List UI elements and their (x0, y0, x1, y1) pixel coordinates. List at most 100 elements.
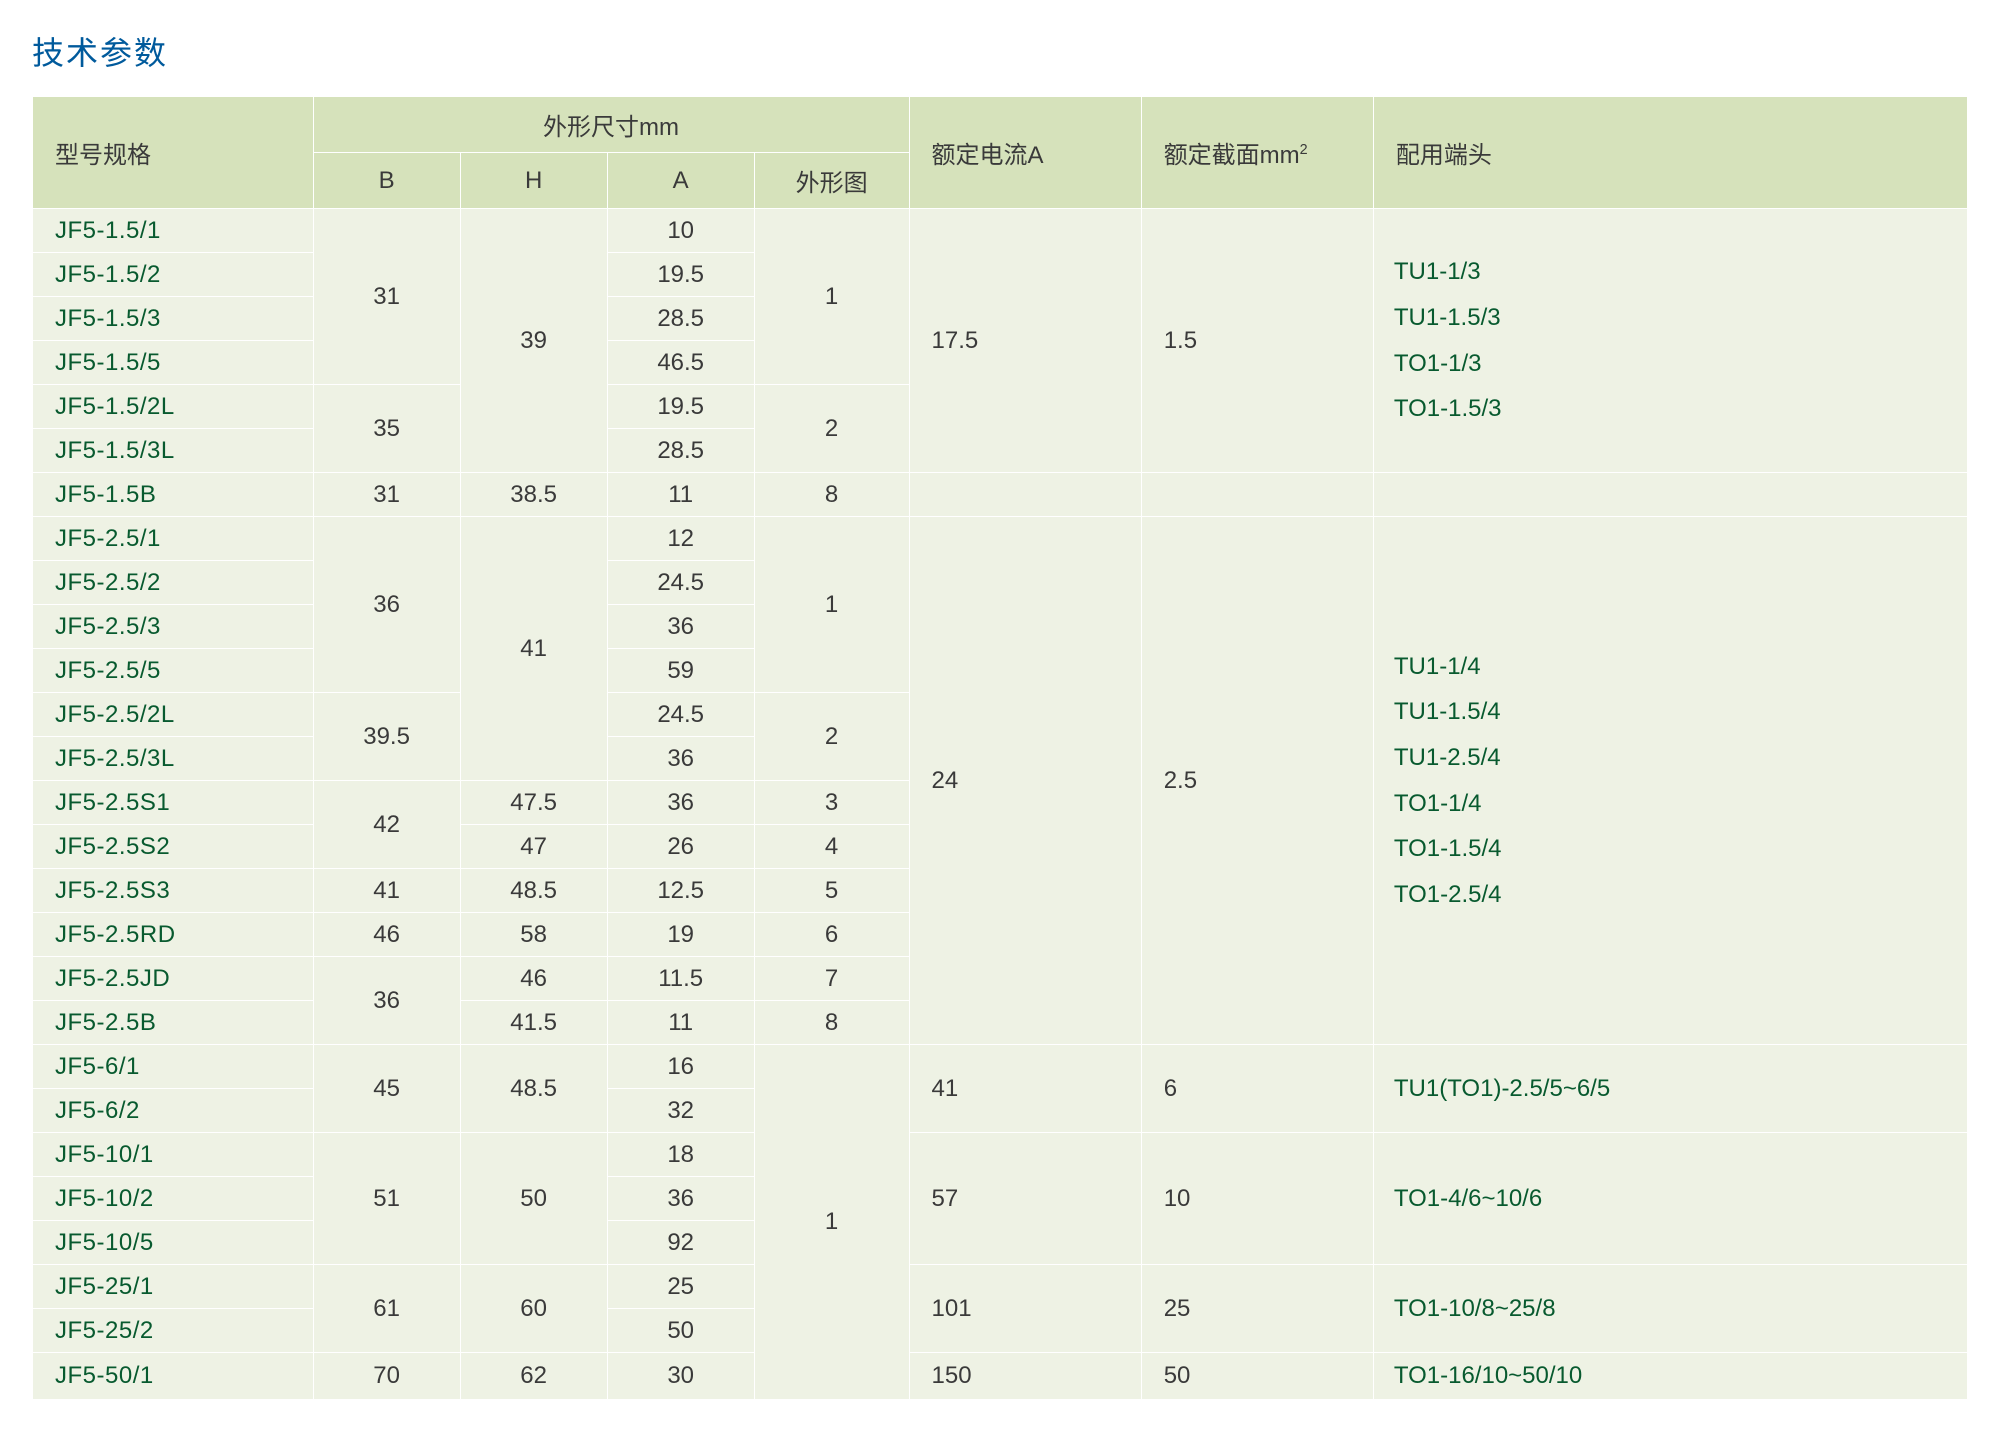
table-cell: JF5-25/2 (33, 1309, 314, 1353)
table-cell: 30 (607, 1353, 754, 1400)
table-cell: 32 (607, 1089, 754, 1133)
table-cell: JF5-2.5S2 (33, 825, 314, 869)
table-cell: TU1-1/3TU1-1.5/3TO1-1/3TO1-1.5/3 (1373, 209, 1967, 473)
table-cell: 10 (1141, 1133, 1373, 1265)
table-cell: JF5-2.5S1 (33, 781, 314, 825)
page-title: 技术参数 (32, 28, 1968, 74)
col-b: B (313, 153, 460, 209)
table-cell: 35 (313, 385, 460, 473)
table-cell: 42 (313, 781, 460, 869)
table-cell: JF5-2.5RD (33, 913, 314, 957)
table-cell: 4 (754, 825, 909, 869)
table-cell: JF5-2.5/3L (33, 737, 314, 781)
col-h: H (460, 153, 607, 209)
table-cell: 62 (460, 1353, 607, 1400)
table-cell: 39.5 (313, 693, 460, 781)
col-section-sup: 2 (1300, 142, 1308, 158)
table-cell: 17.5 (909, 209, 1141, 473)
table-cell: 57 (909, 1133, 1141, 1265)
table-cell: 28.5 (607, 429, 754, 473)
table-cell: JF5-1.5/2 (33, 253, 314, 297)
table-row: JF5-1.5B3138.5118 (33, 473, 1968, 517)
table-cell: JF5-2.5JD (33, 957, 314, 1001)
table-cell: 19 (607, 913, 754, 957)
table-cell: 12.5 (607, 869, 754, 913)
table-cell: TO1-10/8~25/8 (1373, 1265, 1967, 1353)
table-cell: JF5-2.5S3 (33, 869, 314, 913)
col-a: A (607, 153, 754, 209)
table-cell: JF5-1.5B (33, 473, 314, 517)
table-cell: JF5-2.5B (33, 1001, 314, 1045)
table-cell: 16 (607, 1045, 754, 1089)
table-cell: 19.5 (607, 385, 754, 429)
table-cell: 61 (313, 1265, 460, 1353)
col-model: 型号规格 (33, 97, 314, 209)
table-cell: 45 (313, 1045, 460, 1133)
table-cell: 38.5 (460, 473, 607, 517)
table-cell: JF5-6/2 (33, 1089, 314, 1133)
table-cell: 41.5 (460, 1001, 607, 1045)
table-cell: 46.5 (607, 341, 754, 385)
table-cell: 41 (909, 1045, 1141, 1133)
table-cell: 150 (909, 1353, 1141, 1400)
table-cell: 24.5 (607, 693, 754, 737)
table-cell: 7 (754, 957, 909, 1001)
table-cell: 1 (754, 517, 909, 693)
table-cell: 70 (313, 1353, 460, 1400)
table-cell: TU1(TO1)-2.5/5~6/5 (1373, 1045, 1967, 1133)
table-cell: 46 (460, 957, 607, 1001)
table-cell: JF5-1.5/1 (33, 209, 314, 253)
table-cell: 31 (313, 473, 460, 517)
table-cell: TO1-4/6~10/6 (1373, 1133, 1967, 1265)
table-cell: 11 (607, 473, 754, 517)
col-current: 额定电流A (909, 97, 1141, 209)
table-cell: JF5-10/2 (33, 1177, 314, 1221)
table-row: JF5-10/15150185710TO1-4/6~10/6 (33, 1133, 1968, 1177)
table-cell: 2 (754, 693, 909, 781)
table-cell: 92 (607, 1221, 754, 1265)
col-section: 额定截面mm2 (1141, 97, 1373, 209)
table-cell: JF5-2.5/3 (33, 605, 314, 649)
table-cell: 36 (607, 605, 754, 649)
table-cell: JF5-2.5/5 (33, 649, 314, 693)
table-cell: JF5-1.5/3L (33, 429, 314, 473)
table-row: JF5-2.5/13641121242.5TU1-1/4TU1-1.5/4TU1… (33, 517, 1968, 561)
table-cell: 39 (460, 209, 607, 473)
table-cell: 47.5 (460, 781, 607, 825)
spec-table-header: 型号规格 外形尺寸mm 额定电流A 额定截面mm2 配用端头 B H A 外形图 (33, 97, 1968, 209)
table-cell: 18 (607, 1133, 754, 1177)
table-cell: 24.5 (607, 561, 754, 605)
table-cell: 36 (607, 737, 754, 781)
table-cell: JF5-1.5/5 (33, 341, 314, 385)
table-cell: 2.5 (1141, 517, 1373, 1045)
col-terminal: 配用端头 (1373, 97, 1967, 209)
table-row: JF5-6/14548.5161416TU1(TO1)-2.5/5~6/5 (33, 1045, 1968, 1089)
table-cell: TU1-1/4TU1-1.5/4TU1-2.5/4TO1-1/4TO1-1.5/… (1373, 517, 1967, 1045)
table-cell: 25 (1141, 1265, 1373, 1353)
table-cell: JF5-2.5/1 (33, 517, 314, 561)
table-cell (909, 473, 1141, 517)
table-cell: 47 (460, 825, 607, 869)
table-cell: 2 (754, 385, 909, 473)
table-cell: 10 (607, 209, 754, 253)
table-cell: 24 (909, 517, 1141, 1045)
table-cell: 36 (607, 781, 754, 825)
table-cell: 48.5 (460, 1045, 607, 1133)
table-cell: 1.5 (1141, 209, 1373, 473)
table-cell: 3 (754, 781, 909, 825)
table-cell: JF5-50/1 (33, 1353, 314, 1400)
table-cell: 25 (607, 1265, 754, 1309)
table-cell: 36 (313, 957, 460, 1045)
table-cell: 48.5 (460, 869, 607, 913)
table-cell: 5 (754, 869, 909, 913)
table-cell: 36 (313, 517, 460, 693)
table-cell: 6 (1141, 1045, 1373, 1133)
table-cell: 8 (754, 473, 909, 517)
table-cell: JF5-6/1 (33, 1045, 314, 1089)
table-row: JF5-1.5/1313910117.51.5TU1-1/3TU1-1.5/3T… (33, 209, 1968, 253)
table-cell: 36 (607, 1177, 754, 1221)
table-cell: 26 (607, 825, 754, 869)
table-cell: TO1-16/10~50/10 (1373, 1353, 1967, 1400)
table-cell: JF5-10/5 (33, 1221, 314, 1265)
table-cell: 101 (909, 1265, 1141, 1353)
